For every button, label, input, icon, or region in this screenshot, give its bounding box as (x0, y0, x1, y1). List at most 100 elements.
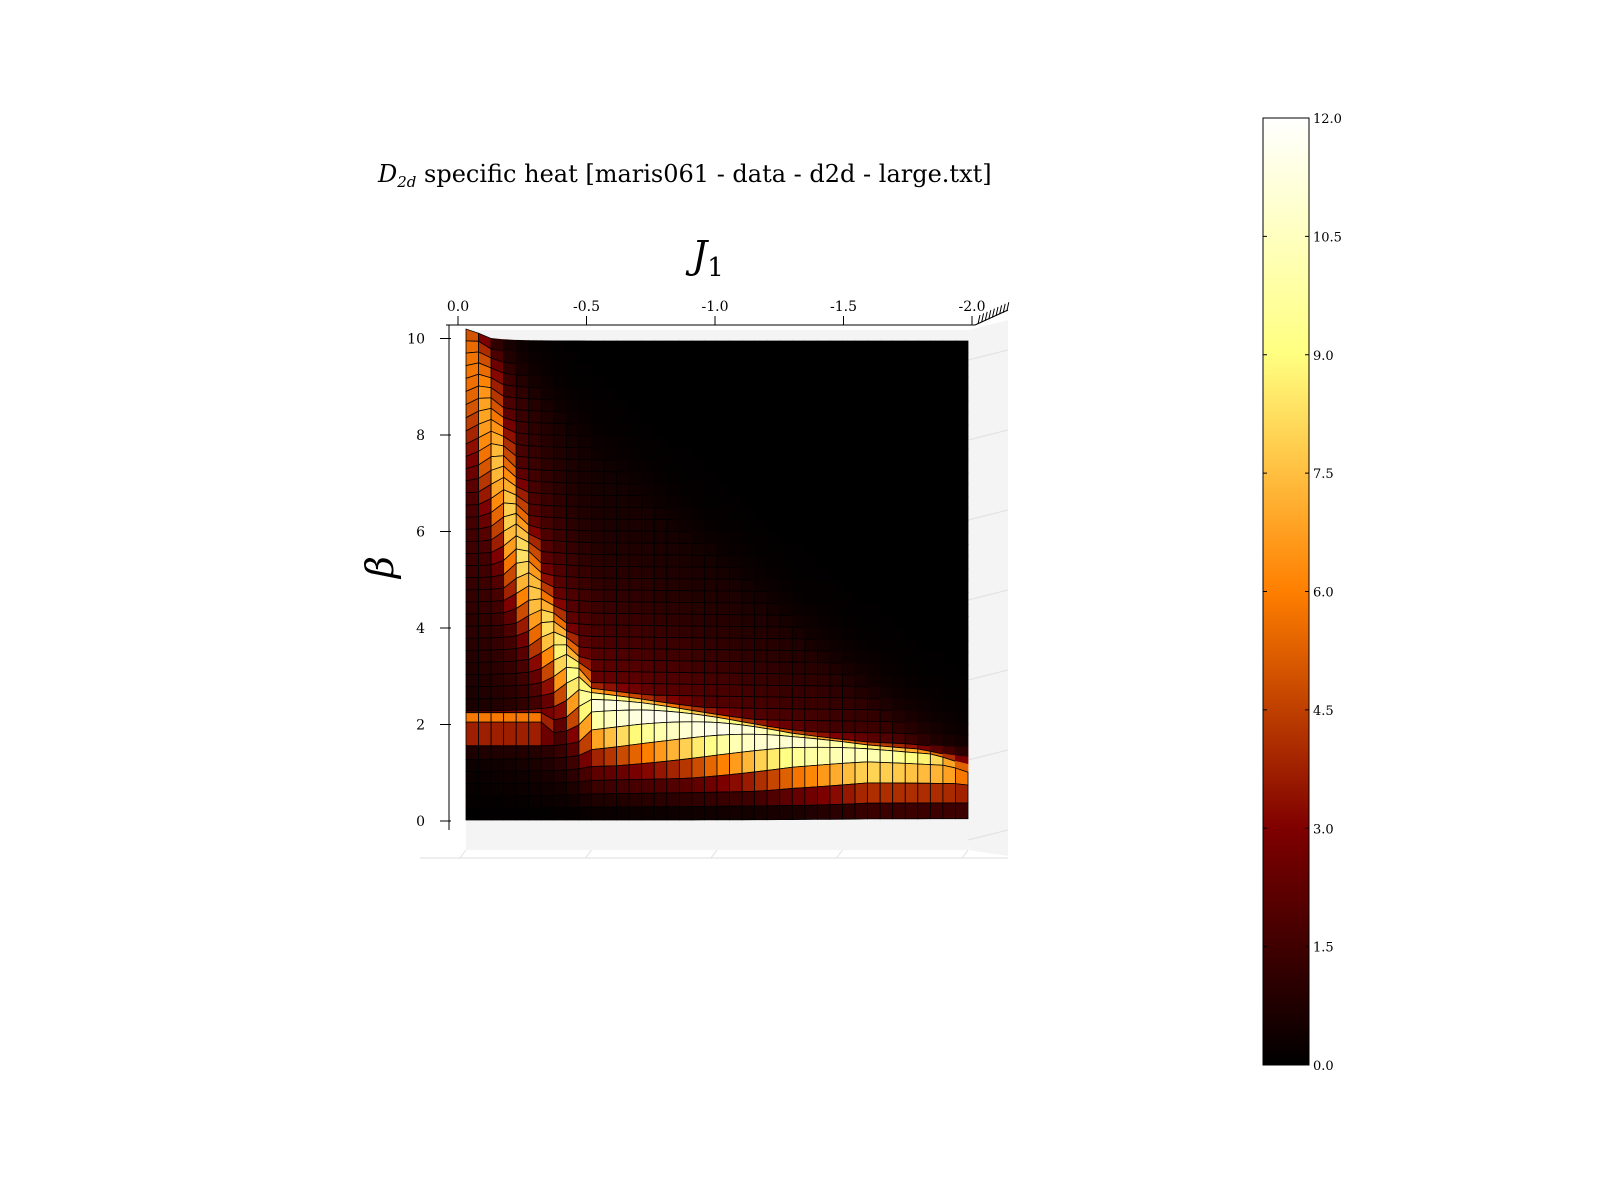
surface-cell (942, 711, 956, 725)
surface-cell (854, 782, 868, 805)
surface-cell (666, 613, 680, 627)
surface-cell (904, 472, 919, 486)
surface-cell (678, 400, 693, 414)
surface-cell (904, 424, 919, 438)
surface-cell (892, 340, 906, 354)
colorbar-tick-label: 6.0 (1313, 586, 1334, 601)
surface-cell (528, 770, 542, 784)
surface-cell (754, 412, 768, 426)
surface-cell (766, 472, 781, 486)
surface-cell (616, 793, 630, 808)
surface-cell (879, 412, 894, 426)
surface-cell (791, 661, 806, 675)
surface-cell (704, 734, 718, 758)
surface-cell (716, 472, 730, 486)
surface-cell (791, 340, 806, 354)
surface-cell (842, 741, 856, 749)
surface-cell (603, 565, 617, 579)
surface-cell (566, 768, 580, 784)
surface-cell (741, 496, 756, 509)
surface-cell (754, 340, 768, 354)
surface-cell (817, 627, 831, 641)
surface-cell (791, 472, 806, 486)
surface-cell (766, 696, 781, 710)
surface-cell (929, 412, 944, 426)
surface-cell (791, 484, 806, 498)
surface-cell (578, 766, 592, 783)
x-tick-label: -2.0 (959, 299, 986, 315)
surface-cell (917, 364, 931, 378)
surface-cell (478, 661, 492, 675)
surface-cell (603, 436, 617, 449)
surface-cell (804, 708, 818, 722)
surface-cell (591, 659, 605, 672)
surface-cell (829, 746, 843, 765)
surface-cell (704, 775, 718, 793)
surface-cell (678, 460, 693, 474)
surface-cell (603, 670, 617, 684)
surface-cell (867, 748, 881, 763)
surface-cell (741, 684, 756, 698)
colorbar: 0.0 1.5 3.0 4.5 6.0 7.5 9.0 10.5 12.0 (1262, 112, 1342, 1074)
surface-cell (892, 496, 906, 510)
surface-cell (540, 539, 555, 553)
surface-cell (779, 448, 793, 462)
surface-cell (641, 578, 655, 591)
surface-cell (867, 686, 881, 700)
surface-cell (766, 424, 781, 438)
surface-plot (465, 328, 969, 821)
surface-cell (942, 802, 956, 820)
surface-cell (766, 649, 781, 663)
surface-cell (942, 604, 956, 617)
surface-cell (804, 352, 818, 366)
surface-cell (829, 352, 843, 366)
surface-cell (754, 364, 768, 378)
surface-cell (540, 375, 555, 389)
surface-cell (716, 352, 730, 366)
surface-cell (616, 400, 630, 414)
surface-cell (729, 751, 743, 776)
surface-cell (904, 651, 919, 665)
surface-cell (704, 352, 718, 366)
surface-cell (754, 543, 768, 557)
surface-cell (879, 639, 894, 653)
surface-cell (879, 592, 894, 605)
surface-cell (691, 613, 705, 627)
surface-cell (628, 400, 643, 414)
surface-cell (942, 699, 956, 713)
surface-cell (628, 601, 643, 615)
surface-cell (892, 352, 906, 366)
surface-cell (955, 802, 969, 820)
surface-cell (704, 695, 718, 709)
surface-cell (641, 364, 655, 378)
surface-cell (478, 564, 492, 578)
surface-cell (904, 412, 919, 426)
y-tick-label: 2 (416, 718, 425, 734)
surface-cell (867, 484, 881, 498)
surface-cell (616, 709, 630, 728)
surface-cell (691, 578, 705, 592)
surface-cell (791, 736, 806, 749)
surface-cell (628, 671, 643, 684)
surface-cell (716, 388, 730, 402)
surface-cell (892, 448, 906, 462)
surface-cell (666, 759, 680, 780)
surface-cell (904, 508, 919, 522)
surface-cell (879, 400, 894, 414)
colorbar-tick-label: 3.0 (1313, 822, 1334, 837)
surface-cell (867, 697, 881, 711)
surface-cell (904, 604, 919, 617)
surface-cell (729, 460, 743, 474)
surface-cell (666, 625, 680, 638)
surface-cell (879, 615, 894, 629)
surface-cell (591, 779, 605, 795)
surface-cell (942, 352, 956, 366)
surface-cell (503, 770, 517, 784)
pane-grid-line (967, 349, 1009, 361)
surface-cell (892, 556, 906, 569)
surface-cell (879, 340, 894, 354)
surface-cell (478, 686, 492, 700)
surface-cell (791, 650, 806, 663)
surface-cell (704, 721, 718, 737)
surface-cell (528, 712, 542, 723)
